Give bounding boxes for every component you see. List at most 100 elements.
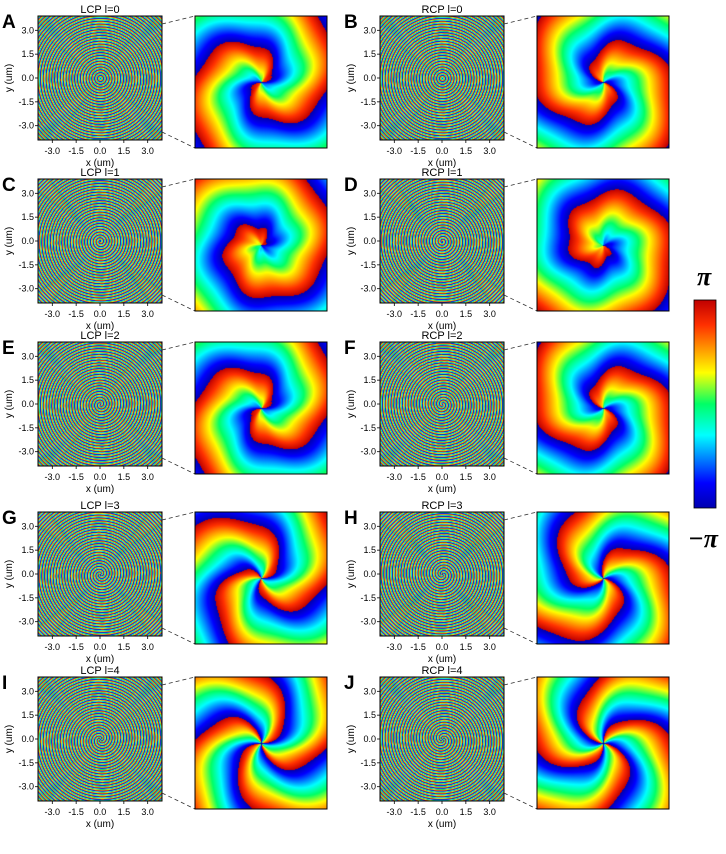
field-map [380,512,504,636]
y-tick-label: -3.0 [360,121,376,131]
zoom-connector [503,676,538,686]
zoom-phase-map [195,16,327,148]
panel-j: J RCP l=4 -3.0 -3.0 -1.5 -1.5 0.0 0.0 1.5 1.5 3.0 3… [344,665,670,830]
zoom-connector [503,457,538,475]
x-tick-label: 1.5 [460,309,473,319]
y-tick-label: 0.0 [363,236,376,246]
y-tick-label: 3.0 [21,521,34,531]
panel-letter: C [2,175,16,196]
x-tick-label: 3.0 [141,642,154,652]
panel-b: B RCP l=0 -3.0 -3.0 -1.5 -1.5 0.0 0.0 1.5 1.5 3.0 3… [344,4,670,169]
x-tick-label: -3.0 [387,146,403,156]
x-tick-label: -1.5 [68,642,84,652]
y-tick-label: 3.0 [363,521,376,531]
zoom-phase-map [537,342,669,474]
zoom-phase-map [195,342,327,474]
y-tick-label: 1.5 [21,375,34,385]
x-tick-label: 0.0 [94,309,107,319]
field-map [380,677,504,801]
x-tick-label: 3.0 [141,807,154,817]
x-axis-label: x (um) [428,819,456,830]
zoom-frame [536,341,670,475]
zoom-connector [503,178,538,188]
panel-e: E LCP l=2 -3.0 -3.0 -1.5 -1.5 0.0 0.0 1.5 1.5 3.0 3… [2,330,328,495]
zoom-frame [194,676,328,810]
zoom-connector [503,131,538,149]
y-tick-label: 1.5 [363,49,376,59]
x-tick-label: -1.5 [410,642,426,652]
x-tick-label: -1.5 [68,146,84,156]
x-axis-label: x (um) [428,158,456,169]
y-tick-label: -3.0 [18,121,34,131]
y-tick-label: -3.0 [18,284,34,294]
x-tick-label: -3.0 [45,807,61,817]
zoom-connector [503,294,538,312]
y-tick-label: 1.5 [21,212,34,222]
field-map [380,16,504,140]
x-axis-label: x (um) [86,484,114,495]
x-tick-label: -1.5 [410,309,426,319]
y-tick-label: -1.5 [360,423,376,433]
x-tick-label: -3.0 [45,309,61,319]
colorbar-min-label: −π [688,524,718,553]
y-tick-label: -3.0 [360,284,376,294]
x-tick-label: 1.5 [118,807,131,817]
x-tick-label: 0.0 [436,309,449,319]
y-tick-label: 0.0 [363,569,376,579]
y-tick-label: -3.0 [18,617,34,627]
panel-title: LCP l=0 [80,4,119,16]
panel-title: RCP l=3 [421,500,462,512]
field-map [38,16,162,140]
y-tick-label: -3.0 [360,617,376,627]
panel-i: I LCP l=4 -3.0 -3.0 -1.5 -1.5 0.0 0.0 1.5 1.5 3.0 3… [2,665,328,830]
y-tick-label: -3.0 [360,447,376,457]
x-tick-label: 1.5 [460,472,473,482]
y-tick-label: 3.0 [21,188,34,198]
y-tick-label: -1.5 [18,260,34,270]
y-tick-label: -1.5 [18,97,34,107]
y-axis-label: y (um) [346,227,357,255]
zoom-frame [536,511,670,645]
zoom-connector [161,294,196,312]
panels-layer: A LCP l=0 -3.0 -3.0 -1.5 -1.5 0.0 0.0 1.5 1.5 3.0 3… [2,4,670,830]
x-tick-label: -3.0 [387,472,403,482]
colorbar-max-label: π [697,262,712,291]
zoom-frame [194,178,328,312]
zoom-phase-map [537,179,669,311]
x-tick-label: 3.0 [483,309,496,319]
zoom-phase-map [195,512,327,644]
y-axis-label: y (um) [346,390,357,418]
panel-c: C LCP l=1 -3.0 -3.0 -1.5 -1.5 0.0 0.0 1.5 1.5 3.0 3… [2,167,328,332]
y-tick-label: -1.5 [360,593,376,603]
x-axis-label: x (um) [428,654,456,665]
zoom-frame [194,15,328,149]
y-tick-label: -3.0 [18,782,34,792]
colorbar [693,299,717,509]
y-axis-label: y (um) [346,725,357,753]
x-tick-label: 1.5 [118,309,131,319]
x-tick-label: 3.0 [483,642,496,652]
x-tick-label: -1.5 [410,807,426,817]
x-axis-label: x (um) [86,321,114,332]
x-tick-label: -3.0 [387,807,403,817]
y-axis-label: y (um) [4,560,15,588]
panel-letter: B [344,12,358,33]
y-tick-label: 1.5 [363,375,376,385]
panel-letter: D [344,175,358,196]
x-axis-label: x (um) [86,158,114,169]
field-map [38,342,162,466]
x-tick-label: 1.5 [460,642,473,652]
x-tick-label: 3.0 [483,807,496,817]
x-axis-label: x (um) [86,819,114,830]
y-tick-label: 0.0 [363,73,376,83]
y-axis-label: y (um) [4,64,15,92]
y-tick-label: 1.5 [363,212,376,222]
y-tick-label: 0.0 [21,569,34,579]
field-map [38,677,162,801]
y-tick-label: 3.0 [363,351,376,361]
y-tick-label: -1.5 [360,758,376,768]
x-tick-label: 3.0 [483,146,496,156]
x-tick-label: 1.5 [118,472,131,482]
panel-letter: I [2,673,7,694]
y-tick-label: 0.0 [363,734,376,744]
